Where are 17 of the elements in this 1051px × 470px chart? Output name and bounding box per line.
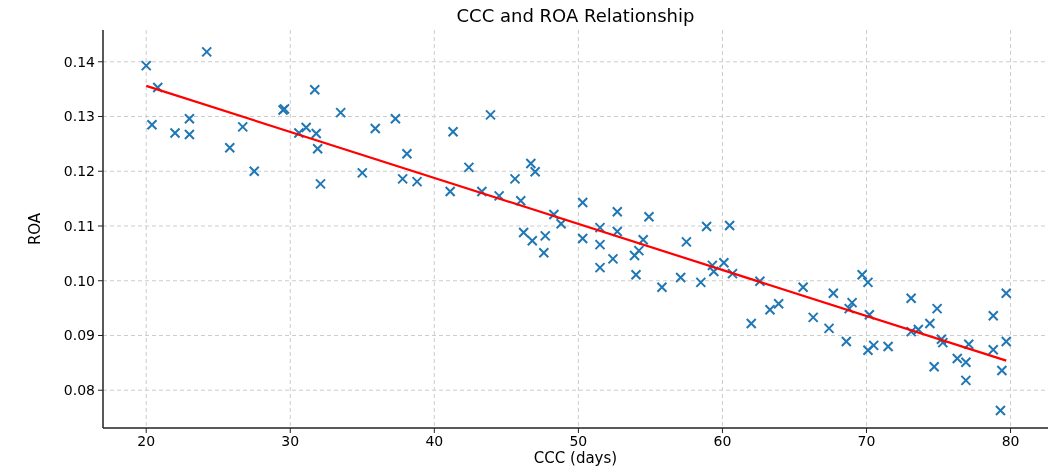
y-axis-title: ROA: [26, 212, 44, 246]
x-tick-label: 20: [137, 433, 156, 449]
y-tick-label: 0.14: [63, 53, 96, 70]
y-tick-label: 0.10: [63, 272, 95, 289]
x-tick-label: 80: [1001, 433, 1020, 449]
y-tick-label: 0.11: [63, 217, 95, 234]
x-tick-label: 30: [281, 433, 300, 449]
chart-title: CCC and ROA Relationship: [456, 5, 695, 26]
y-tick-label: 0.08: [63, 382, 95, 399]
x-tick-label: 70: [857, 433, 876, 449]
y-tick-label: 0.12: [63, 163, 95, 180]
x-tick-label: 50: [569, 433, 588, 449]
y-tick-label: 0.13: [63, 108, 95, 125]
x-tick-label: 40: [425, 433, 444, 449]
x-axis-title: CCC (days): [533, 449, 618, 467]
x-tick-label: 60: [713, 433, 732, 449]
y-tick-label: 0.09: [63, 327, 95, 344]
